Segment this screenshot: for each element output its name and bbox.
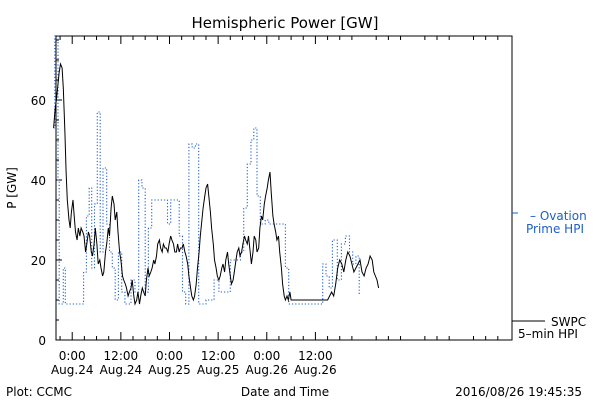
x-axis-label: Date and Time [241, 385, 329, 399]
x-tick-date: Aug.24 [100, 363, 143, 377]
legend-ovation-label: – Ovation [530, 209, 587, 223]
footer-source: Plot: CCMC [6, 385, 72, 399]
x-tick-time: 12:00 [298, 349, 333, 363]
y-tick-label: 60 [31, 94, 46, 108]
y-axis: 0 20 40 60 [31, 39, 62, 348]
x-tick-date: Aug.25 [197, 363, 240, 377]
x-tick-time: 12:00 [201, 349, 236, 363]
y-tick-label: 40 [31, 174, 46, 188]
x-tick-date: Aug.25 [148, 363, 191, 377]
legend-swpc-label: SWPC [551, 315, 586, 329]
y-tick-label: 20 [31, 254, 46, 268]
x-tick-time: 0:00 [59, 349, 86, 363]
y-axis-label: P [GW] [5, 167, 19, 209]
x-tick-time: 0:00 [156, 349, 183, 363]
plot-frame [55, 35, 513, 341]
footer-timestamp: 2016/08/26 19:45:35 [455, 385, 582, 399]
y-tick-label: 0 [38, 334, 46, 348]
x-tick-date: Aug.24 [51, 363, 94, 377]
series-swpc-line [53, 62, 380, 306]
x-tick-date: Aug.26 [294, 363, 337, 377]
series-group [53, 35, 380, 306]
series-ovation-line [53, 35, 360, 305]
chart-title: Hemispheric Power [GW] [192, 14, 379, 32]
x-tick-time: 12:00 [104, 349, 139, 363]
x-axis: 0:00Aug.2412:00Aug.240:00Aug.2512:00Aug.… [51, 36, 499, 377]
legend-swpc-label-2: 5–min HPI [518, 327, 578, 341]
x-tick-time: 0:00 [253, 349, 280, 363]
legend-ovation-label-2: Prime HPI [526, 222, 584, 236]
x-tick-date: Aug.26 [246, 363, 289, 377]
